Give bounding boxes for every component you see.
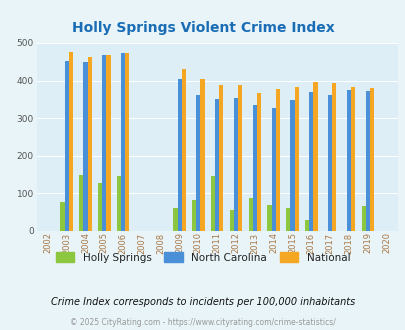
Bar [68,52,72,231]
Bar [361,206,365,231]
Bar [271,108,275,231]
Text: Holly Springs Violent Crime Index: Holly Springs Violent Crime Index [71,21,334,35]
Bar [121,53,125,231]
Bar [346,90,350,231]
Bar [192,200,196,231]
Bar [117,177,121,231]
Bar [313,82,317,231]
Bar [87,57,92,231]
Bar [106,54,110,231]
Bar [211,176,215,231]
Bar [237,85,242,231]
Bar [177,79,181,231]
Bar [275,89,279,231]
Bar [233,98,237,231]
Bar [290,100,294,231]
Bar [60,202,64,231]
Bar [369,88,373,231]
Bar [309,92,313,231]
Bar [181,69,185,231]
Bar [219,85,223,231]
Bar [331,83,335,231]
Text: Crime Index corresponds to incidents per 100,000 inhabitants: Crime Index corresponds to incidents per… [51,297,354,307]
Bar [102,55,106,231]
Bar [252,105,256,231]
Bar [215,99,219,231]
Bar [248,198,252,231]
Bar [327,95,331,231]
Bar [256,93,260,231]
Bar [267,205,271,231]
Legend: Holly Springs, North Carolina, National: Holly Springs, North Carolina, National [51,248,354,267]
Bar [286,209,290,231]
Bar [294,87,298,231]
Bar [83,62,87,231]
Bar [79,175,83,231]
Text: © 2025 CityRating.com - https://www.cityrating.com/crime-statistics/: © 2025 CityRating.com - https://www.city… [70,318,335,327]
Bar [196,95,200,231]
Bar [200,79,204,231]
Bar [173,209,177,231]
Bar [125,53,129,231]
Bar [229,210,233,231]
Bar [365,91,369,231]
Bar [304,220,309,231]
Bar [350,87,354,231]
Bar [64,61,68,231]
Bar [98,183,102,231]
